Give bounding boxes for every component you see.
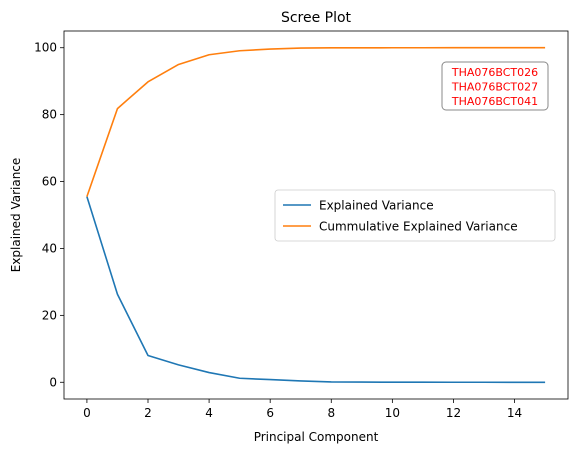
y-axis-label: Explained Variance — [9, 158, 23, 273]
y-tick-label: 100 — [34, 41, 57, 55]
y-tick-label: 60 — [42, 175, 57, 189]
x-tick-label: 14 — [507, 406, 522, 420]
legend-box — [274, 189, 556, 242]
x-tick-label: 12 — [446, 406, 461, 420]
annotation-box — [441, 61, 549, 111]
chart-title: Scree Plot — [281, 10, 352, 26]
y-tick-label: 40 — [42, 241, 57, 255]
legend-entry-label: Cummulative Explained Variance — [319, 220, 518, 234]
y-tick-label: 20 — [42, 308, 57, 322]
y-tick-label: 80 — [42, 108, 57, 122]
y-tick-label: 0 — [49, 375, 57, 389]
x-tick-label: 8 — [327, 406, 335, 420]
annotation-text: THA076BCT041 — [451, 95, 538, 108]
x-tick-label: 10 — [385, 406, 400, 420]
series-line-2 — [86, 46, 546, 197]
x-tick-label: 2 — [144, 406, 152, 420]
x-tick-label: 4 — [205, 406, 213, 420]
series-line-1 — [86, 196, 546, 384]
x-tick-label: 0 — [83, 406, 91, 420]
plot-area: 0 2 4 6 8 10 12 14 0 20 40 60 80 100 Explained Varianc… — [34, 30, 569, 420]
annotation-text: THA076BCT027 — [451, 81, 538, 94]
annotation-text: THA076BCT026 — [451, 66, 538, 79]
x-axis-label: Principal Component — [254, 430, 379, 444]
legend-entry-label: Explained Variance — [319, 199, 434, 213]
x-tick-label: 6 — [266, 406, 274, 420]
axes-frame — [63, 30, 569, 400]
